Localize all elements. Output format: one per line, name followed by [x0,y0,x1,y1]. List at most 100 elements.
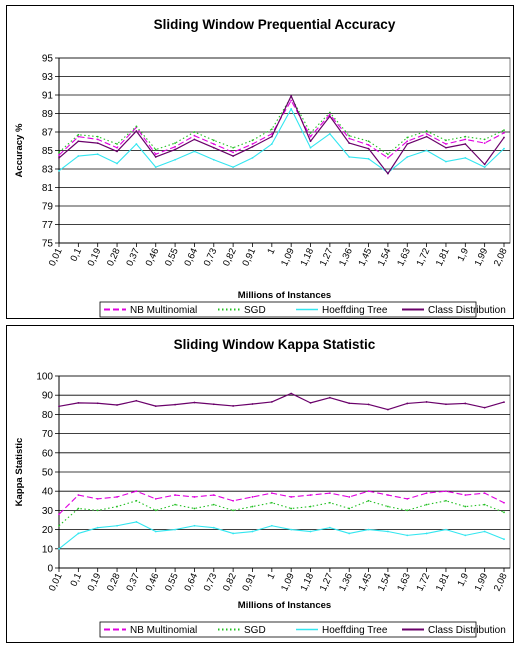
x-tick-label: 0,1 [69,572,85,589]
data-point [406,509,409,512]
data-point [445,160,447,163]
x-tick-label: 1,54 [376,572,394,593]
data-point [251,530,254,533]
x-tick-label: 1,27 [318,247,336,268]
data-point [96,526,99,529]
data-point [328,396,331,399]
data-point [367,147,370,150]
data-point [77,494,80,496]
data-point [348,496,351,498]
data-point [387,530,389,533]
x-tick-label: 1 [265,572,277,581]
data-point [348,137,351,140]
data-point [193,150,196,153]
x-tick-label: 1,72 [415,572,433,593]
x-tick-label: 0,73 [202,572,220,593]
legend-label: Class Distribution [428,625,506,636]
data-point [290,507,293,510]
data-point [464,534,467,537]
data-point [503,132,505,134]
x-tick-label: 1,18 [298,247,316,268]
data-point [309,401,312,404]
accuracy-chart: Sliding Window Prequential Accuracy 75 77 7… [14,17,511,318]
data-point [116,496,118,498]
y-tick-label: 90 [42,391,54,402]
data-point [77,140,80,143]
y-tick-label: 95 [42,54,54,65]
data-point [328,501,331,504]
data-point [96,138,99,141]
x-tick-label: 0,82 [221,247,239,268]
data-point [464,157,467,159]
data-point [503,511,505,514]
x-tick-label: 0,46 [144,247,162,268]
data-point [96,135,99,138]
legend [99,301,477,318]
data-point [425,401,428,403]
x-tick-label: 0,01 [47,247,65,268]
y-tick-label: 40 [42,487,54,498]
data-point [154,497,157,500]
legend-label: Hoeffding Tree [322,305,388,316]
x-tick-label: 1,81 [434,572,452,593]
legend-label: NB Multinomial [130,305,197,316]
series-line [58,95,505,175]
data-point [309,132,312,134]
data-point [425,503,428,506]
data-point [77,133,80,136]
x-tick-label: 0,37 [124,247,142,268]
data-point [193,524,196,527]
legend-label: SGD [244,305,266,316]
data-point [96,402,99,405]
data-point [290,392,293,395]
data-point [464,505,467,508]
data-point [174,148,176,151]
x-tick-label: 1,63 [395,247,413,268]
data-point [348,532,351,535]
data-point [445,146,447,149]
data-point [290,99,293,102]
data-point [58,524,60,527]
data-point [174,528,176,531]
data-point [58,405,60,408]
y-tick-label: 93 [42,72,54,83]
data-point [290,95,293,97]
series-line [58,96,505,155]
data-point [154,405,157,408]
data-point [425,132,428,135]
data-point [96,509,99,512]
data-point [483,530,486,533]
data-point [58,513,60,516]
data-point [406,402,409,405]
x-tick-label: 1,99 [473,572,491,593]
data-point [251,403,254,405]
data-point [58,154,60,157]
x-tick-label: 0,73 [202,247,220,268]
y-axis-label: Kappa Statistic [14,438,25,507]
data-point [406,143,409,145]
data-point [290,528,293,531]
x-tick-label: 0,01 [47,572,65,593]
x-tick-label: 0,19 [86,247,104,268]
data-point [309,140,312,143]
data-point [58,151,60,154]
data-point [309,135,312,138]
data-point [425,492,428,495]
data-point [212,158,215,161]
data-point [464,138,467,141]
data-point [116,146,118,149]
data-point [212,494,215,496]
x-tick-label: 1,09 [279,247,297,268]
data-point [174,494,176,496]
y-tick-label: 75 [42,239,54,250]
data-point [270,524,273,527]
y-tick-label: 83 [42,165,54,176]
data-point [503,501,505,504]
data-point [212,403,215,406]
data-point [154,509,157,512]
series-line [58,392,505,411]
data-point [406,140,409,143]
data-point [270,135,273,138]
data-point [193,496,196,498]
x-tick-label: 1,81 [434,247,452,268]
